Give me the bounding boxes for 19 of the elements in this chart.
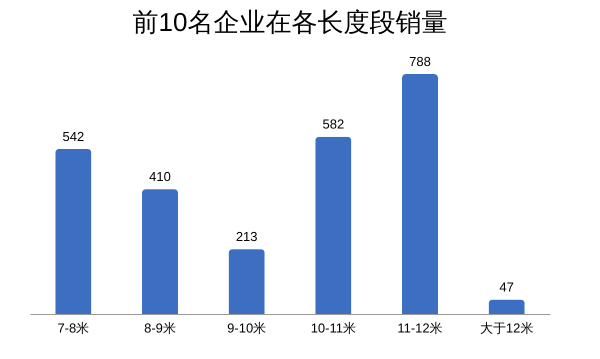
bar xyxy=(402,74,438,314)
x-tick-label: 8-9米 xyxy=(144,320,176,336)
x-tick-label: 10-11米 xyxy=(310,320,356,336)
data-label: 47 xyxy=(499,280,514,295)
bar xyxy=(488,300,525,314)
x-tick-label: 7-8米 xyxy=(57,320,90,336)
data-label: 582 xyxy=(322,116,344,132)
bar xyxy=(228,249,265,314)
x-tick-label: 大于12米 xyxy=(480,320,534,336)
bar xyxy=(142,189,178,314)
chart-title: 前10名企业在各长度段销量 xyxy=(132,7,448,37)
data-label: 542 xyxy=(62,128,84,144)
x-tick-label: 9-10米 xyxy=(227,320,266,336)
bar xyxy=(315,136,352,314)
data-label: 788 xyxy=(409,54,431,69)
bar xyxy=(55,148,92,314)
data-label: 410 xyxy=(149,169,171,184)
data-label: 213 xyxy=(236,229,258,244)
x-tick-label: 11-12米 xyxy=(397,320,443,336)
